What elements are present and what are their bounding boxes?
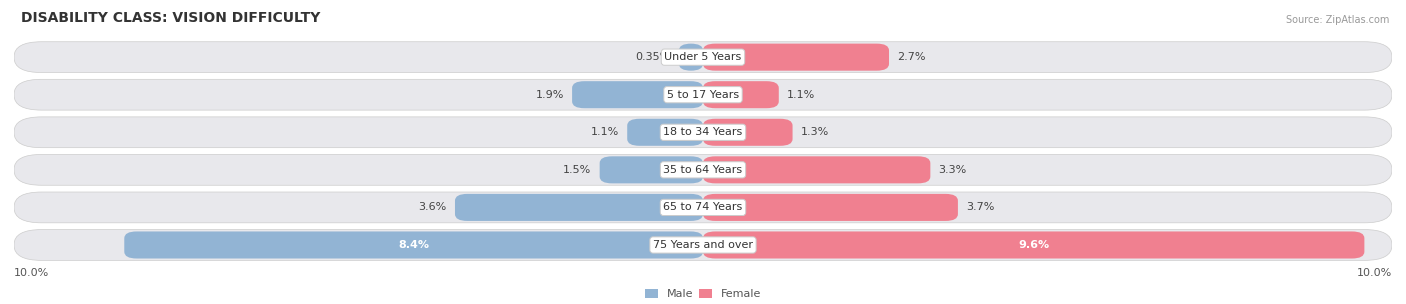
FancyBboxPatch shape: [14, 117, 1392, 148]
FancyBboxPatch shape: [14, 154, 1392, 185]
Text: 75 Years and over: 75 Years and over: [652, 240, 754, 250]
Text: 1.5%: 1.5%: [564, 165, 592, 175]
Text: 8.4%: 8.4%: [398, 240, 429, 250]
Text: 18 to 34 Years: 18 to 34 Years: [664, 127, 742, 137]
FancyBboxPatch shape: [572, 81, 703, 108]
FancyBboxPatch shape: [703, 194, 957, 221]
Legend: Male, Female: Male, Female: [640, 284, 766, 304]
FancyBboxPatch shape: [703, 231, 1364, 258]
Text: 5 to 17 Years: 5 to 17 Years: [666, 90, 740, 100]
FancyBboxPatch shape: [703, 43, 889, 71]
Text: 35 to 64 Years: 35 to 64 Years: [664, 165, 742, 175]
Text: 9.6%: 9.6%: [1018, 240, 1049, 250]
FancyBboxPatch shape: [456, 194, 703, 221]
FancyBboxPatch shape: [14, 42, 1392, 73]
Text: 2.7%: 2.7%: [897, 52, 925, 62]
FancyBboxPatch shape: [703, 156, 931, 183]
Text: 0.35%: 0.35%: [636, 52, 671, 62]
FancyBboxPatch shape: [124, 231, 703, 258]
FancyBboxPatch shape: [703, 81, 779, 108]
FancyBboxPatch shape: [14, 79, 1392, 110]
Text: 10.0%: 10.0%: [1357, 268, 1392, 278]
Text: 10.0%: 10.0%: [14, 268, 49, 278]
FancyBboxPatch shape: [627, 119, 703, 146]
Text: 3.3%: 3.3%: [939, 165, 967, 175]
Text: 1.3%: 1.3%: [801, 127, 830, 137]
FancyBboxPatch shape: [14, 230, 1392, 261]
Text: Source: ZipAtlas.com: Source: ZipAtlas.com: [1286, 15, 1389, 25]
Text: 1.1%: 1.1%: [787, 90, 815, 100]
Text: 65 to 74 Years: 65 to 74 Years: [664, 202, 742, 212]
FancyBboxPatch shape: [599, 156, 703, 183]
FancyBboxPatch shape: [679, 43, 703, 71]
Text: Under 5 Years: Under 5 Years: [665, 52, 741, 62]
Text: 1.9%: 1.9%: [536, 90, 564, 100]
FancyBboxPatch shape: [14, 192, 1392, 223]
FancyBboxPatch shape: [703, 119, 793, 146]
Text: 3.6%: 3.6%: [419, 202, 447, 212]
Text: 1.1%: 1.1%: [591, 127, 619, 137]
Text: 3.7%: 3.7%: [966, 202, 994, 212]
Text: DISABILITY CLASS: VISION DIFFICULTY: DISABILITY CLASS: VISION DIFFICULTY: [21, 11, 321, 25]
